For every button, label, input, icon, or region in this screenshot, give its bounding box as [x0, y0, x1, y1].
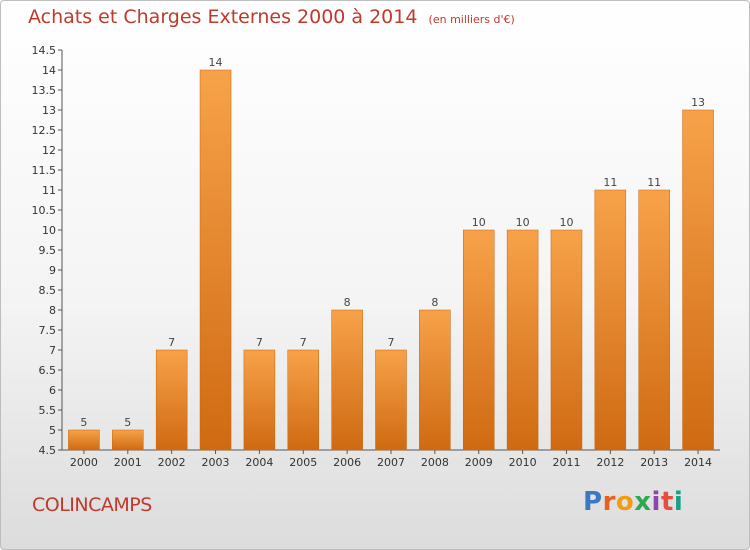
y-tick-label: 13.5 — [32, 84, 57, 97]
data-label: 7 — [256, 336, 263, 349]
x-tick-label: 2002 — [158, 456, 186, 469]
y-tick-label: 12.5 — [32, 124, 57, 137]
x-tick-label: 2004 — [245, 456, 273, 469]
data-label: 8 — [344, 296, 351, 309]
y-tick-label: 9.5 — [39, 244, 57, 257]
y-tick-label: 14.5 — [32, 44, 57, 57]
y-tick-label: 5 — [49, 424, 56, 437]
chart-unit-note: (en milliers d'€) — [428, 13, 515, 26]
data-label: 5 — [80, 416, 87, 429]
bar-2014 — [682, 109, 714, 451]
logo-letter: r — [602, 487, 616, 517]
bar-2013 — [638, 189, 670, 451]
data-label: 5 — [124, 416, 131, 429]
logo-letter: x — [634, 487, 652, 517]
y-tick-label: 4.5 — [39, 444, 57, 457]
chart-title: Achats et Charges Externes 2000 à 2014 (… — [28, 6, 515, 28]
bar-2011 — [550, 229, 583, 451]
proxiti-logo: Proxiti — [583, 487, 683, 517]
chart-title-text: Achats et Charges Externes 2000 à 2014 — [28, 6, 418, 28]
data-label: 11 — [647, 176, 661, 189]
data-label: 7 — [168, 336, 175, 349]
x-tick-label: 2010 — [509, 456, 537, 469]
bar-2010 — [506, 229, 539, 451]
logo-letter: t — [660, 487, 674, 517]
data-labels: 5 5 7 14 7 7 8 7 8 10 10 10 11 11 13 — [80, 56, 705, 429]
bar-2006 — [331, 309, 363, 451]
bar-2009 — [462, 229, 495, 451]
y-tick-label: 5.5 — [39, 404, 57, 417]
logo-letter: o — [615, 487, 635, 517]
x-tick-label: 2000 — [70, 456, 98, 469]
data-label: 7 — [300, 336, 307, 349]
bar-2008 — [419, 309, 451, 451]
y-tick-label: 9 — [49, 264, 56, 277]
x-tick-label: 2001 — [114, 456, 142, 469]
y-tick-label: 8.5 — [39, 284, 57, 297]
x-tick-label: 2011 — [552, 456, 580, 469]
x-tick-label: 2003 — [202, 456, 230, 469]
x-tick-label: 2012 — [596, 456, 624, 469]
logo-letter: i — [651, 487, 661, 517]
axes: 4.5 5 5.5 6 6.5 7 7.5 8 8.5 9 9.5 10 10.5 11 11.5 12 12.… — [32, 44, 720, 469]
x-tick-label: 2009 — [465, 456, 493, 469]
x-tick-label: 2007 — [377, 456, 405, 469]
data-label: 10 — [472, 216, 486, 229]
data-label: 8 — [431, 296, 438, 309]
logo-letter: i — [673, 487, 684, 517]
bar-2002 — [155, 349, 188, 451]
data-label: 14 — [209, 56, 223, 69]
x-tick-label: 2014 — [684, 456, 712, 469]
y-tick-label: 11 — [42, 184, 56, 197]
y-tick-label: 14 — [42, 64, 56, 77]
data-label: 13 — [691, 96, 705, 109]
bar-2004 — [243, 349, 276, 451]
data-label: 7 — [388, 336, 395, 349]
y-tick-label: 6 — [49, 384, 56, 397]
bar-2003 — [199, 69, 232, 451]
data-label: 11 — [603, 176, 617, 189]
x-tick-label: 2006 — [333, 456, 361, 469]
y-tick-label: 10.5 — [32, 204, 57, 217]
x-tick-label: 2005 — [289, 456, 317, 469]
bar-2000 — [68, 429, 100, 451]
y-tick-label: 8 — [49, 304, 56, 317]
y-tick-label: 10 — [42, 224, 56, 237]
y-tick-label: 7 — [49, 344, 56, 357]
town-name: COLINCAMPS — [32, 494, 152, 516]
y-tick-label: 11.5 — [32, 164, 57, 177]
data-label: 10 — [516, 216, 530, 229]
x-tick-label: 2013 — [640, 456, 668, 469]
y-tick-label: 7.5 — [39, 324, 57, 337]
x-tick-label: 2008 — [421, 456, 449, 469]
bars — [68, 69, 714, 451]
bar-2001 — [112, 429, 144, 451]
y-tick-label: 12 — [42, 144, 56, 157]
bar-2005 — [287, 349, 320, 451]
data-label: 10 — [559, 216, 573, 229]
bar-2012 — [594, 189, 627, 451]
y-tick-label: 6.5 — [39, 364, 57, 377]
logo-letter: P — [583, 487, 603, 517]
bar-2007 — [375, 349, 407, 451]
y-tick-label: 13 — [42, 104, 56, 117]
